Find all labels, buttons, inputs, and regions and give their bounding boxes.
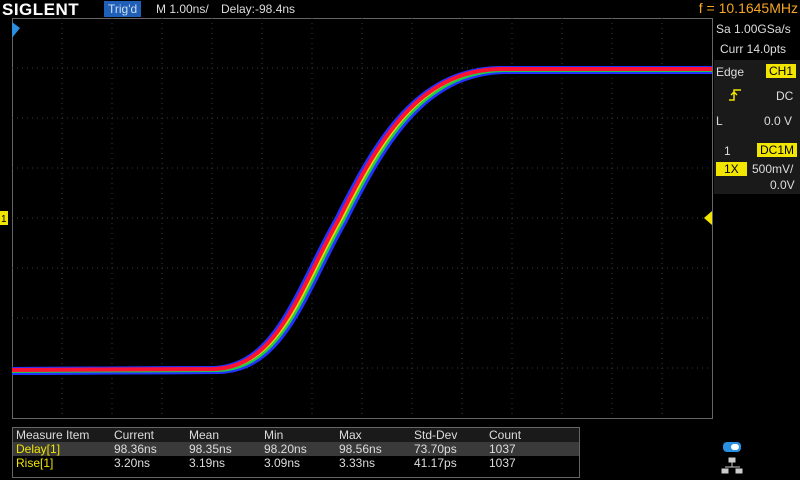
coupling: DC [776, 89, 794, 103]
trigger-level: 0.0 V [764, 114, 793, 128]
level-label: L [716, 114, 723, 128]
frequency: f = 10.1645MHz [698, 0, 798, 16]
header-cell: Mean [189, 428, 220, 442]
sample-rate: Sa 1.00GSa/s [716, 22, 791, 36]
status-icons [721, 442, 743, 474]
trigger-source: CH1 [766, 64, 797, 78]
measurement-table: Measure Item Current Mean Min Max Std-De… [13, 428, 579, 470]
points: Curr 14.0pts [720, 42, 787, 56]
cell: 41.17ps [414, 456, 457, 470]
delay: Delay:-98.4ns [221, 2, 296, 16]
trigger-position-marker [12, 22, 20, 38]
measure-item: Rise[1] [16, 456, 54, 470]
impedance: DC1M [757, 143, 798, 157]
cell: 1037 [489, 456, 516, 470]
cell: 98.35ns [189, 442, 232, 456]
offset: 0.0V [770, 178, 795, 192]
cell: 3.09ns [264, 456, 301, 470]
channel: 1 [724, 144, 731, 158]
measure-item: Delay[1] [16, 442, 61, 456]
trigger-level-marker [704, 211, 712, 225]
cell: 3.33ns [339, 456, 376, 470]
header-cell: Measure Item [16, 428, 90, 442]
channel-marker-box [0, 211, 8, 225]
cell: 3.20ns [114, 456, 151, 470]
header-cell: Current [114, 428, 155, 442]
cell: 98.20ns [264, 442, 307, 456]
waveform-plot: 1 [0, 18, 713, 419]
waveform [11, 66, 712, 375]
brand: SIGLENT [2, 0, 80, 19]
header-cell: Min [264, 428, 284, 442]
scale: 500mV/ [752, 162, 794, 176]
table-header: Measure Item Current Mean Min Max Std-De… [13, 428, 579, 442]
grid [12, 18, 712, 418]
header-cell: Std-Dev [414, 428, 458, 442]
cell: 98.36ns [114, 442, 157, 456]
cell: 3.19ns [189, 456, 226, 470]
timebase: M 1.00ns/ [156, 2, 209, 16]
header-cell: Count [489, 428, 522, 442]
table-row: Rise[1] 3.20ns 3.19ns 3.09ns 3.33ns 41.1… [13, 456, 579, 470]
cell: 73.70ps [414, 442, 457, 456]
measurement-table-box: Measure Item Current Mean Min Max Std-De… [12, 427, 580, 478]
probe: 1X [716, 162, 747, 176]
table-row: Delay[1] 98.36ns 98.35ns 98.20ns 98.56ns… [13, 442, 579, 456]
cell: 1037 [489, 442, 516, 456]
channel-marker: 1 [1, 214, 7, 225]
trigger-status: Trig'd [104, 1, 142, 17]
trigger-type: Edge [716, 65, 745, 79]
edge-icon [729, 89, 741, 101]
cell: 98.56ns [339, 442, 382, 456]
header-cell: Max [339, 428, 362, 442]
